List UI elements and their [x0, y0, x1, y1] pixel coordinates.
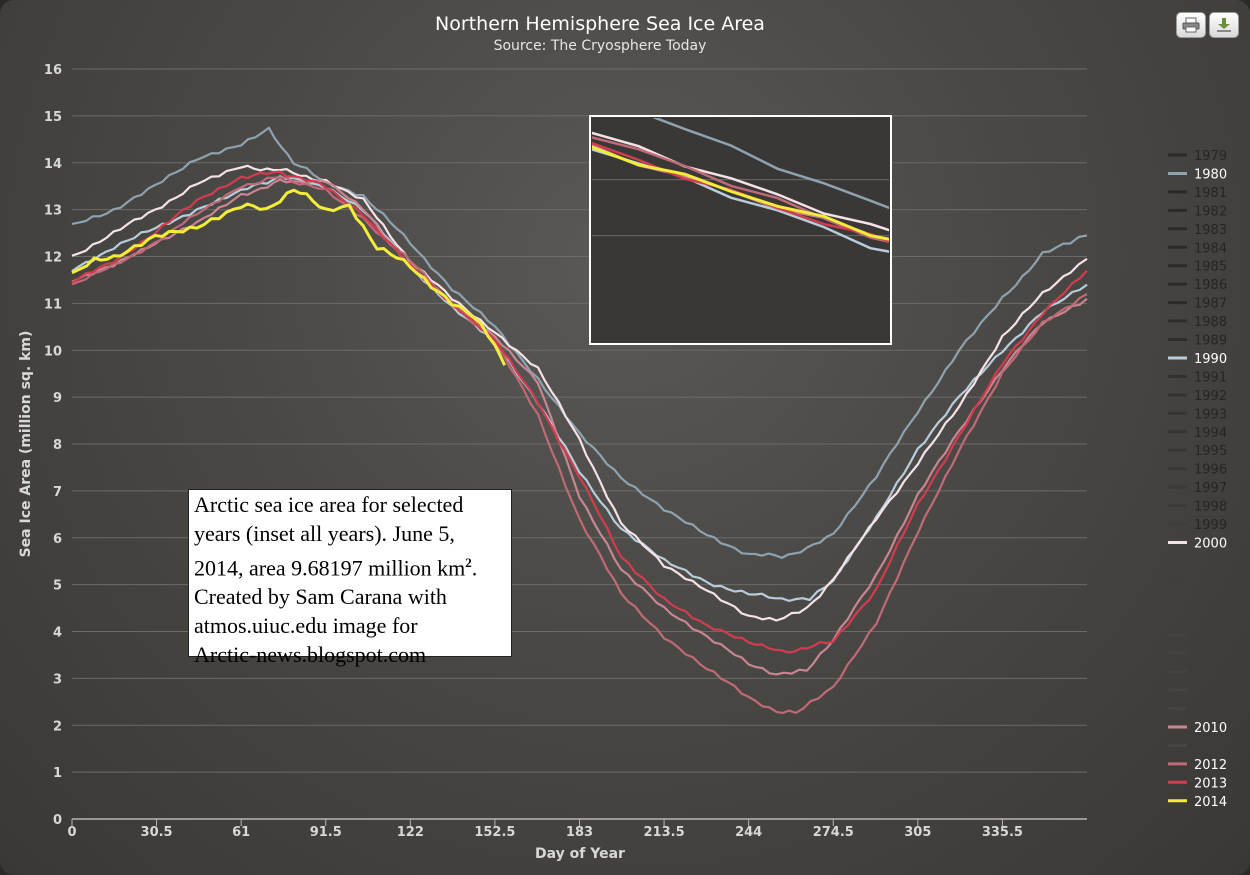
y-tick-label: 1 [53, 766, 62, 781]
legend-label[interactable]: 1996 [1194, 463, 1227, 478]
y-tick-label: 8 [53, 438, 62, 453]
annotation-line: atmos.uiuc.edu image for [194, 613, 418, 639]
legend-label[interactable]: 1992 [1194, 389, 1227, 404]
inset-border [589, 115, 892, 345]
y-tick-label: 0 [53, 813, 62, 828]
annotation-line: Arctic-news.blogspot.com [194, 642, 427, 668]
annotation-line: Arctic sea ice area for selected [194, 492, 464, 517]
zoom-inset [589, 115, 892, 345]
legend-label[interactable]: 1986 [1194, 278, 1227, 293]
legend-label[interactable]: 1988 [1194, 315, 1227, 330]
legend-label[interactable]: 1994 [1194, 426, 1227, 441]
legend-label[interactable]: 1991 [1194, 370, 1227, 385]
legend-label[interactable]: 2013 [1194, 776, 1227, 791]
legend-label[interactable]: 2014 [1194, 795, 1227, 810]
legend-label[interactable]: 1987 [1194, 297, 1227, 312]
inset-line-2014 [592, 145, 889, 241]
x-tick-label: 91.5 [310, 825, 342, 840]
annotation-superscript: 2 [465, 555, 472, 570]
y-tick-label: 12 [44, 251, 62, 266]
x-tick-label: 61 [232, 825, 250, 840]
legend-label[interactable]: 1984 [1194, 241, 1227, 256]
x-axis-ticks: 0 30.5 61 91.5 122 152.5 183 213.5 244 274.5 305 33… [67, 819, 1023, 840]
legend-label[interactable]: 1981 [1194, 186, 1227, 201]
legend-label[interactable]: 1985 [1194, 260, 1227, 275]
legend-label[interactable]: 1980 [1194, 167, 1227, 182]
legend-label[interactable]: 1990 [1194, 352, 1227, 367]
y-tick-label: 4 [53, 626, 62, 641]
annotation-line: Created by Sam Carana with [194, 584, 447, 610]
y-tick-label: 15 [44, 110, 62, 125]
inset-grid [592, 179, 889, 237]
legend: 1979 1980 1981 1982 1983 1984 1985 1986 1987 1988… [1168, 149, 1227, 810]
y-tick-label: 5 [53, 579, 62, 594]
inset-line-1980 [652, 118, 889, 210]
printer-icon [1182, 17, 1200, 33]
y-axis-title: Sea Ice Area (million sq. km) [18, 331, 34, 558]
y-tick-label: 6 [53, 532, 62, 547]
legend-label[interactable]: 1989 [1194, 334, 1227, 349]
legend-label[interactable]: 2012 [1194, 758, 1227, 773]
x-tick-label: 305 [904, 825, 931, 840]
inset-line-2000 [592, 131, 889, 232]
annotation-line: 2014, area 9.68197 million km2. [194, 548, 506, 582]
x-axis-title: Day of Year [535, 846, 625, 862]
annotation-box: Arctic sea ice area for selected years (… [188, 489, 512, 667]
x-tick-label: 244 [735, 825, 762, 840]
legend-label[interactable]: 1983 [1194, 223, 1227, 238]
y-tick-label: 3 [53, 672, 62, 687]
y-tick-label: 14 [44, 157, 62, 172]
download-icon [1217, 18, 1231, 32]
chart-subtitle: Source: The Cryosphere Today [494, 38, 707, 54]
series-line-2013 [71, 170, 1088, 654]
legend-label[interactable]: 2000 [1194, 536, 1227, 551]
legend-label[interactable]: 1998 [1194, 500, 1227, 515]
series-line-2000 [71, 164, 1088, 622]
series-lines [71, 126, 1088, 714]
x-tick-label: 213.5 [644, 825, 685, 840]
x-tick-label: 30.5 [141, 825, 173, 840]
legend-label[interactable]: 1982 [1194, 204, 1227, 219]
annotation-text: 2014, area 9.68197 million km [194, 555, 466, 581]
y-tick-label: 10 [44, 344, 62, 359]
series-line-2010 [71, 178, 1088, 676]
x-tick-label: 335.5 [982, 825, 1023, 840]
legend-label[interactable]: 1979 [1194, 149, 1227, 164]
legend-label[interactable]: 1999 [1194, 518, 1227, 533]
y-tick-label: 13 [44, 204, 62, 219]
annotation-line: years (inset all years). June 5, [194, 521, 455, 546]
x-tick-label: 152.5 [474, 825, 515, 840]
x-tick-label: 0 [67, 825, 76, 840]
x-tick-label: 183 [566, 825, 593, 840]
y-tick-label: 11 [44, 297, 62, 312]
y-tick-label: 16 [44, 63, 62, 78]
legend-label[interactable]: 1993 [1194, 407, 1227, 422]
series-line-1990 [71, 175, 1088, 602]
legend-label[interactable]: 1995 [1194, 444, 1227, 459]
legend-label[interactable]: 1997 [1194, 481, 1227, 496]
series-line-2012 [71, 176, 1088, 714]
x-tick-label: 274.5 [813, 825, 854, 840]
series-line-1980 [71, 126, 1088, 559]
print-button[interactable] [1176, 12, 1206, 38]
grid-lines [72, 68, 1087, 820]
x-tick-label: 122 [397, 825, 424, 840]
y-tick-label: 2 [53, 719, 62, 734]
inset-lines [592, 118, 889, 253]
y-tick-label: 9 [53, 391, 62, 406]
legend-label[interactable]: 2010 [1194, 721, 1227, 736]
series-line-2014 [71, 188, 506, 366]
chart-title: Northern Hemisphere Sea Ice Area [435, 13, 765, 35]
export-button[interactable] [1209, 12, 1239, 38]
y-tick-label: 7 [53, 485, 62, 500]
annotation-text: . [471, 555, 478, 581]
